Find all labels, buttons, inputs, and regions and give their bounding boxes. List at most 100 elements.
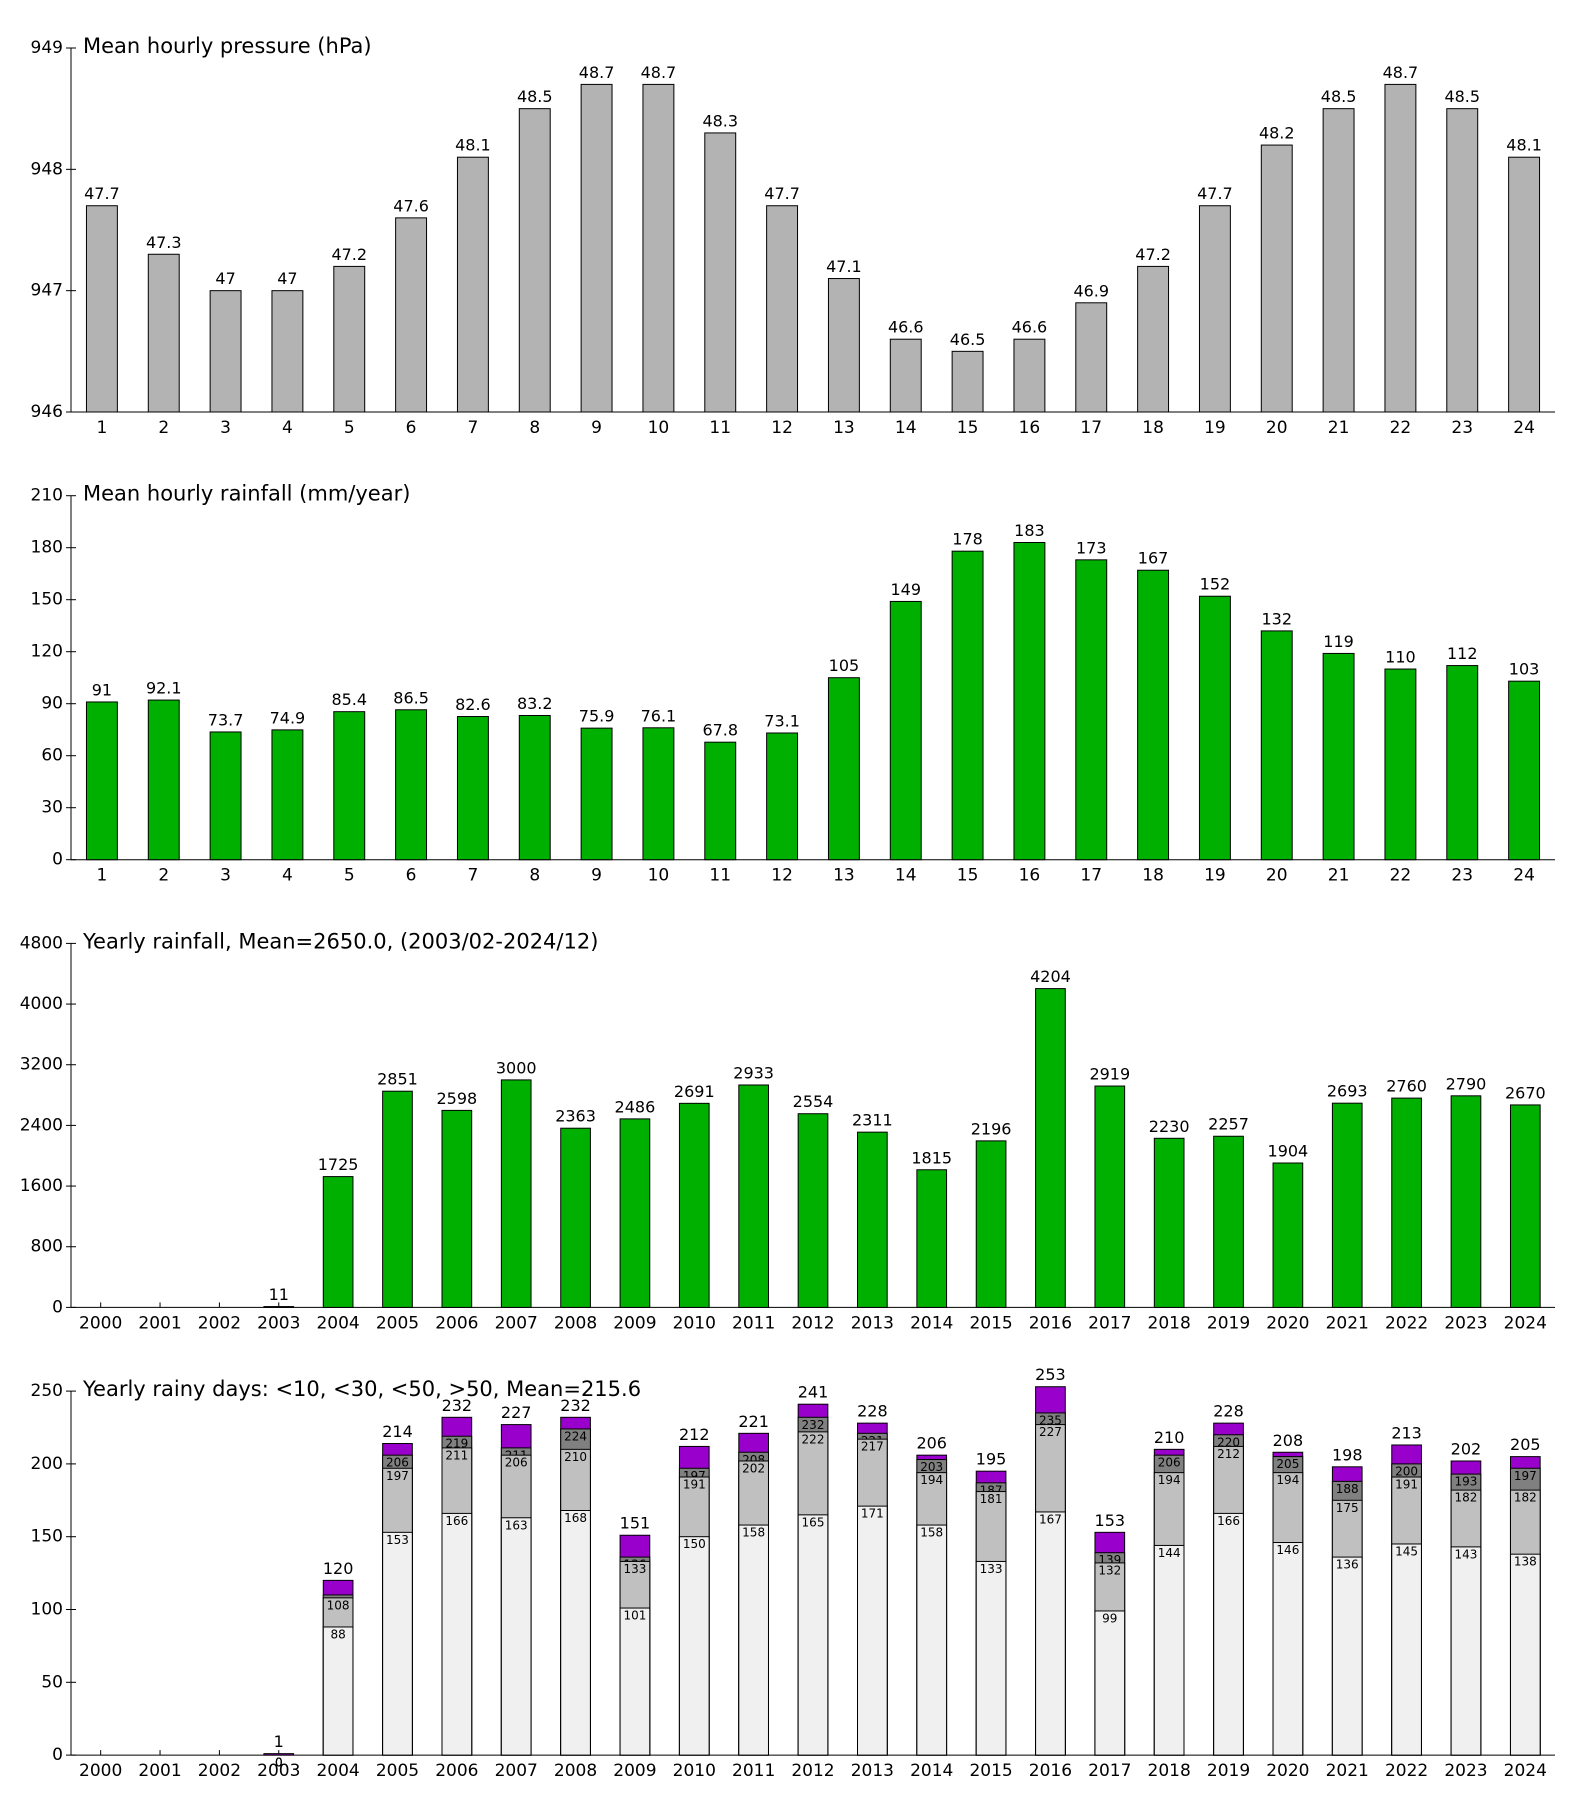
x-tick-label: 2014 xyxy=(910,1313,953,1333)
bar xyxy=(518,714,551,861)
y-tick-label: 200 xyxy=(31,1454,63,1474)
y-tick-label: 210 xyxy=(31,486,63,506)
inner-value-label: 146 xyxy=(1276,1543,1299,1557)
x-tick-label: 2011 xyxy=(732,1313,775,1333)
bar xyxy=(1391,1097,1422,1308)
bar xyxy=(500,1079,532,1308)
x-tick-label: 2023 xyxy=(1444,1313,1487,1333)
inner-value-label: 206 xyxy=(505,1456,528,1470)
value-label: 1815 xyxy=(911,1148,952,1167)
value-label: 228 xyxy=(857,1402,888,1421)
value-label: 227 xyxy=(501,1403,532,1422)
bar-segment xyxy=(1450,1546,1482,1756)
x-tick-label: 22 xyxy=(1390,418,1412,438)
value-label: 178 xyxy=(952,530,983,549)
bar xyxy=(916,1169,948,1308)
x-tick-label: 2008 xyxy=(554,1761,597,1781)
x-tick-label: 2002 xyxy=(198,1761,241,1781)
value-label: 232 xyxy=(560,1396,591,1415)
bar xyxy=(1322,652,1355,861)
bar xyxy=(1213,1135,1244,1308)
x-tick-label: 2013 xyxy=(851,1761,894,1781)
bar xyxy=(441,1109,473,1308)
inner-value-label: 182 xyxy=(1514,1491,1537,1505)
x-tick-label: 2019 xyxy=(1207,1761,1250,1781)
value-label: 75.9 xyxy=(579,707,615,726)
x-tick-label: 19 xyxy=(1204,866,1226,886)
value-label: 46.6 xyxy=(888,318,924,337)
x-tick-label: 12 xyxy=(771,866,793,886)
inner-value-label: 224 xyxy=(564,1429,587,1443)
x-tick-label: 4 xyxy=(282,866,293,886)
value-label: 73.1 xyxy=(764,711,800,730)
x-tick-label: 2007 xyxy=(495,1761,538,1781)
bar xyxy=(951,550,984,861)
x-tick-label: 2 xyxy=(158,418,169,438)
bar xyxy=(1272,1162,1304,1308)
bar xyxy=(766,205,799,413)
x-tick-label: 17 xyxy=(1080,866,1102,886)
inner-value-label: 193 xyxy=(1455,1475,1478,1489)
x-tick-label: 11 xyxy=(709,418,731,438)
inner-value-label: 235 xyxy=(1039,1413,1062,1427)
value-label: 213 xyxy=(1391,1423,1422,1442)
x-tick-label: 8 xyxy=(529,866,540,886)
x-tick-label: 2004 xyxy=(316,1761,359,1781)
value-label: 105 xyxy=(829,656,860,675)
x-tick-label: 2000 xyxy=(79,1761,122,1781)
x-tick-label: 1 xyxy=(97,418,108,438)
value-label: 152 xyxy=(1200,575,1231,594)
y-tick-label: 50 xyxy=(41,1672,63,1692)
bar xyxy=(1322,108,1355,413)
value-label: 195 xyxy=(976,1450,1007,1469)
x-tick-label: 2019 xyxy=(1207,1313,1250,1333)
x-tick-label: 2020 xyxy=(1266,1761,1309,1781)
value-label: 2691 xyxy=(674,1082,715,1101)
y-tick-label: 3200 xyxy=(20,1055,63,1075)
value-label: 232 xyxy=(442,1396,473,1415)
bar-segment xyxy=(797,1514,829,1756)
inner-value-label: 206 xyxy=(386,1456,409,1470)
value-label: 2196 xyxy=(971,1119,1012,1138)
value-label: 46.5 xyxy=(950,330,986,349)
x-tick-label: 24 xyxy=(1513,866,1535,886)
value-label: 206 xyxy=(916,1434,947,1453)
inner-value-label: 166 xyxy=(445,1514,468,1528)
value-label: 48.7 xyxy=(1383,63,1419,82)
bar xyxy=(271,729,304,861)
bar xyxy=(975,1140,1007,1308)
x-tick-label: 18 xyxy=(1142,866,1164,886)
inner-value-label: 158 xyxy=(742,1526,765,1540)
x-tick-label: 9 xyxy=(591,866,602,886)
x-tick-label: 18 xyxy=(1142,418,1164,438)
inner-value-label: 166 xyxy=(1217,1514,1240,1528)
x-tick-label: 2006 xyxy=(435,1761,478,1781)
bar xyxy=(619,1118,651,1308)
inner-value-label: 168 xyxy=(564,1511,587,1525)
bar xyxy=(395,217,428,413)
inner-value-label: 101 xyxy=(623,1609,646,1623)
x-tick-label: 2008 xyxy=(554,1313,597,1333)
inner-value-label: 136 xyxy=(1336,1558,1359,1572)
inner-value-label: 203 xyxy=(920,1460,943,1474)
bar-segment xyxy=(678,1536,710,1756)
y-tick-label: 800 xyxy=(31,1237,63,1257)
inner-value-label: 132 xyxy=(1098,1563,1121,1577)
bar xyxy=(1013,338,1046,413)
inner-value-label: 211 xyxy=(445,1448,468,1462)
value-label: 2790 xyxy=(1446,1074,1487,1093)
bar xyxy=(738,1084,769,1308)
bar-segment xyxy=(1272,1542,1304,1756)
value-label: 48.3 xyxy=(702,111,738,130)
value-label: 47.7 xyxy=(1197,184,1233,203)
inner-value-label: 222 xyxy=(802,1432,825,1446)
bar xyxy=(1331,1102,1363,1308)
value-label: 2919 xyxy=(1089,1065,1130,1084)
bar xyxy=(1450,1095,1482,1308)
y-tick-label: 150 xyxy=(31,1527,63,1547)
value-label: 2851 xyxy=(377,1070,418,1089)
bar xyxy=(1137,569,1170,861)
bar xyxy=(382,1090,413,1308)
bar xyxy=(1198,205,1231,413)
bar xyxy=(333,265,366,413)
